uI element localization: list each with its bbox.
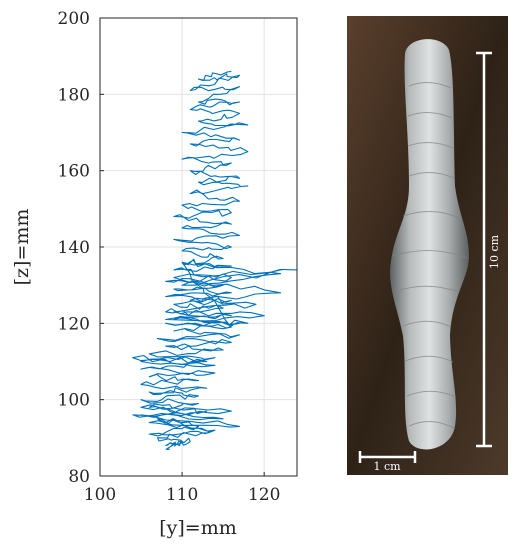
x-ticks: 100 110 120 [84, 472, 280, 505]
y-tick-label: 140 [58, 238, 90, 258]
scale-label-1cm: 1 cm [373, 460, 401, 473]
x-tick-label: 120 [248, 485, 280, 505]
weld-bead-photo: 10 cm 1 cm [347, 16, 508, 475]
x-axis-label: [y]=mm [159, 517, 237, 539]
x-tick-label: 100 [84, 485, 116, 505]
bead-ripples [392, 82, 468, 429]
weld-bead [390, 39, 469, 450]
y-tick-label: 180 [58, 85, 90, 105]
y-tick-label: 120 [58, 314, 90, 334]
y-tick-label: 100 [58, 391, 90, 411]
chart-series [132, 70, 298, 450]
y-tick-label: 160 [58, 162, 90, 182]
scale-label-10cm: 10 cm [488, 234, 501, 269]
x-tick-label: 110 [166, 485, 198, 505]
scale-bar-10cm [476, 51, 492, 448]
trajectory-line [132, 70, 298, 450]
y-axis-label: [z]=mm [11, 209, 33, 286]
y-tick-label: 200 [58, 9, 90, 29]
scale-bar-1cm [358, 451, 417, 463]
y-tick-label: 80 [68, 467, 90, 487]
y-ticks: 80 100 120 140 160 180 200 [58, 9, 104, 487]
